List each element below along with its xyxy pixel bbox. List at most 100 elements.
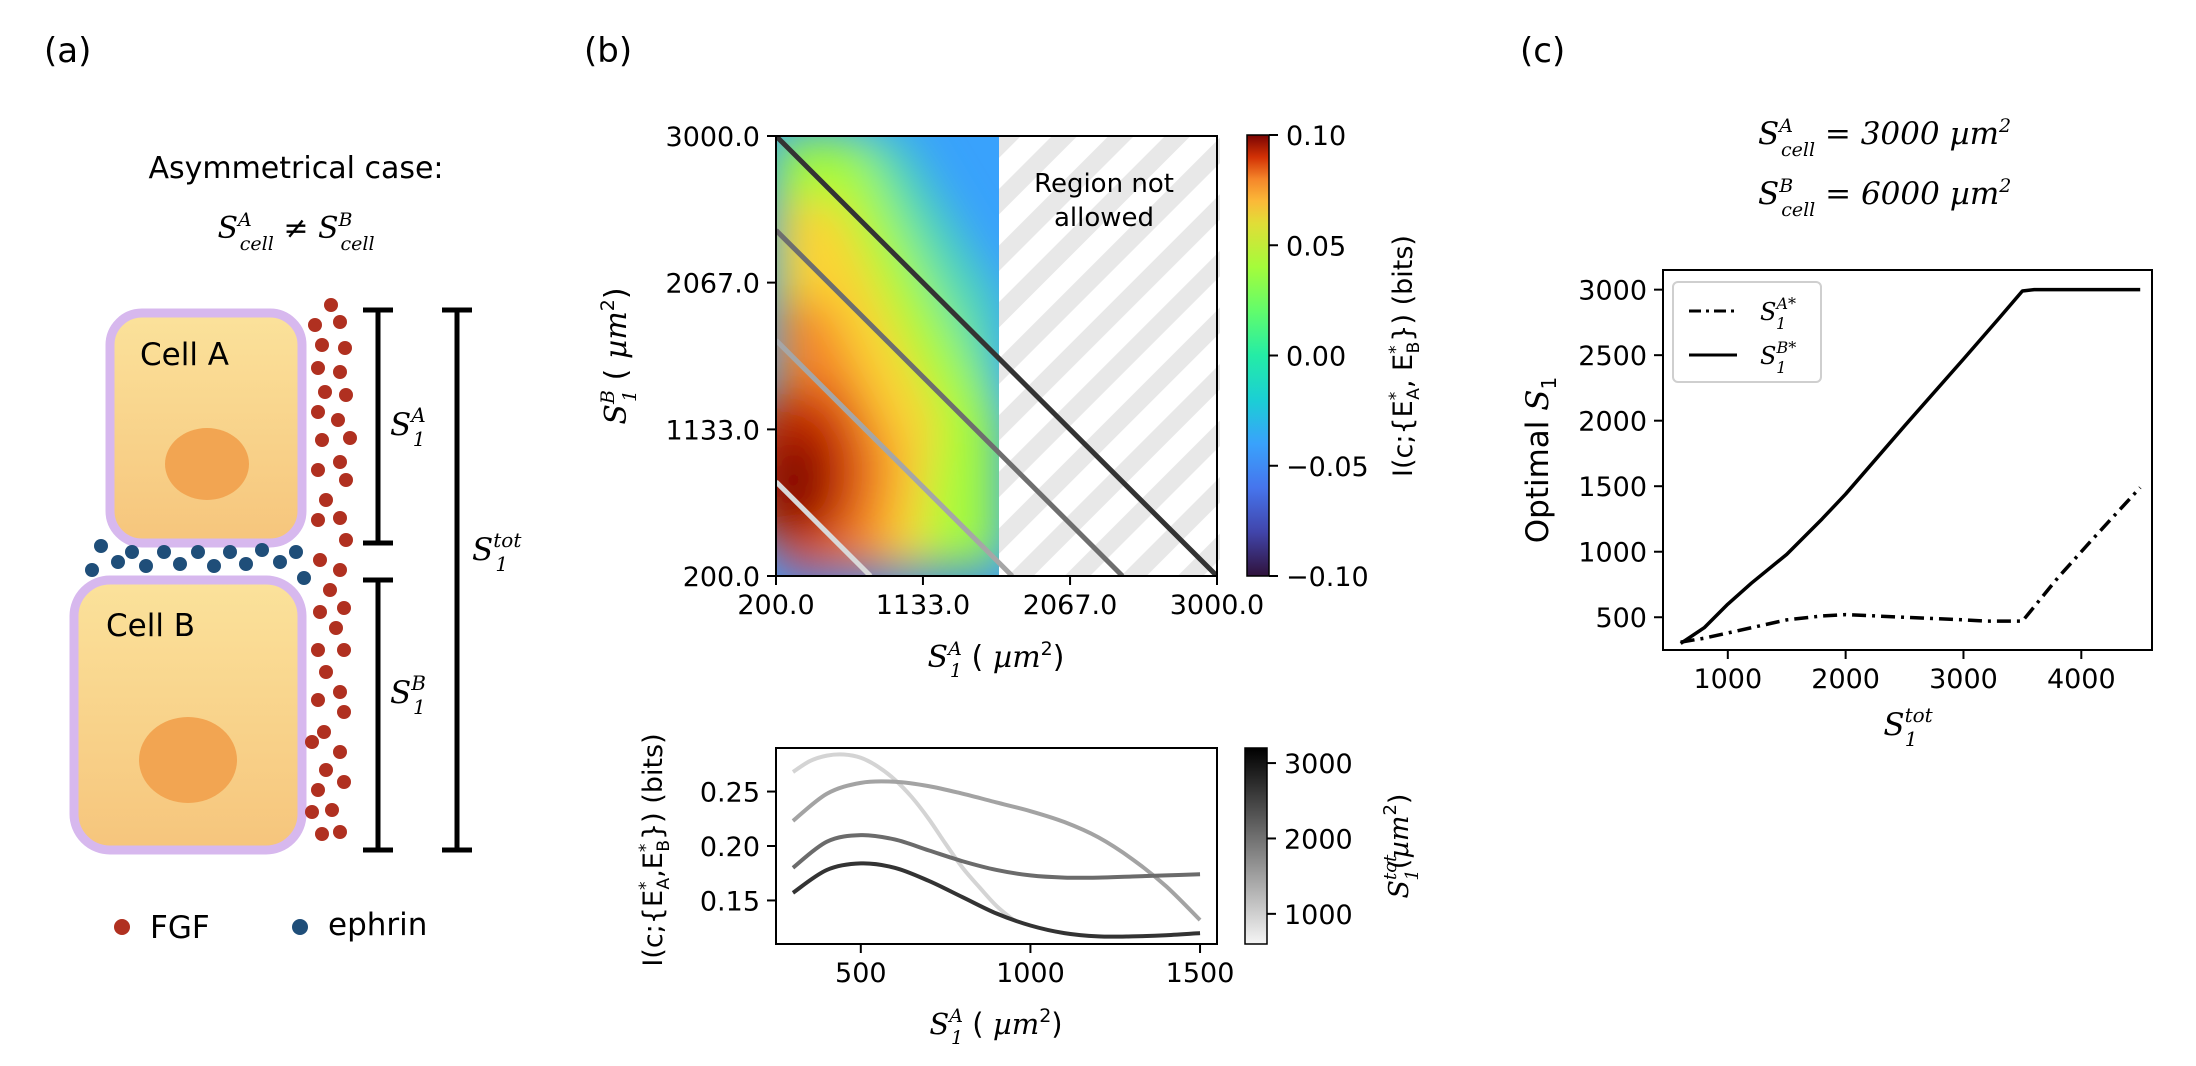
fgf-dot (323, 583, 337, 597)
ephrin-dot (223, 545, 237, 559)
heatmap-stot-lines (776, 136, 1217, 576)
heatmap: Region not allowed 200.0 1133.0 2067.0 3000… (597, 122, 1264, 682)
optimal-ylabel: Optimal S1 (1520, 377, 1561, 544)
fgf-dot (308, 318, 322, 332)
optimal-s1-plot: 1000 2000 3000 400050010001500200025003000 … (1520, 269, 2153, 751)
fgf-dot (333, 825, 347, 839)
ephrin-dot (297, 571, 311, 585)
region-note-line1: Region not (1034, 169, 1174, 199)
fgf-dot (319, 763, 333, 777)
ephrin-dot (157, 545, 171, 559)
ephrin-legend-label: ephrin (328, 907, 427, 943)
y-tick-label: 1500 (1578, 472, 1647, 503)
fgf-dot (337, 601, 351, 615)
panel-b: (b) Region not allowed (584, 31, 1424, 1049)
x-tick-label: 1500 (1166, 958, 1235, 989)
colorbar-tick-label: −0.10 (1286, 562, 1369, 593)
stot-constraint-line (776, 228, 1125, 576)
dim-tot-label: Stot 1 (472, 528, 522, 576)
fgf-dot (325, 803, 339, 817)
y-tick-label: 2000 (1578, 407, 1647, 438)
ephrin-dot (239, 557, 253, 571)
stot-constraint-line (776, 136, 1217, 576)
stot-constraint-line (776, 338, 1015, 576)
optimal-legend: SA* 1 SB* 1 (1672, 281, 1822, 383)
y-tick-label: 500 (1595, 603, 1647, 634)
fgf-dot (329, 621, 343, 635)
heatmap-frame (775, 135, 1218, 577)
ephrin-dot (173, 557, 187, 571)
ephrin-dot (125, 545, 139, 559)
fgf-dot (311, 693, 325, 707)
heatmap-xlabel: SA 1 ( µm2) (928, 638, 1065, 682)
cell-b-nucleus (139, 717, 237, 803)
x-tick-label: 200.0 (737, 590, 814, 621)
x-tick-label: 3000.0 (1170, 590, 1264, 621)
panel-a-title: Asymmetrical case: (148, 151, 443, 186)
ephrin-dot (255, 543, 269, 557)
cell-a-label: Cell A (140, 337, 229, 373)
dim-a-label: SA 1 (390, 403, 426, 451)
optimal-xlabel: Stot 1 (1883, 703, 1933, 751)
heatmap-axes: 200.0 1133.0 2067.0 3000.0 200.0 1133.0 2067.0… (666, 122, 1265, 621)
dim-b-label: SB 1 (390, 671, 426, 719)
y-tick-label: 2067.0 (666, 269, 760, 300)
colorbar-label: I(c;{E*A, E*B}) (bits) (1386, 235, 1424, 477)
region-not-allowed (999, 136, 1220, 576)
cond-a: SA cell = 3000 µm2 (1758, 115, 2011, 161)
mi-series-line (791, 752, 1015, 922)
ephrin-dot (139, 559, 153, 573)
heatmap-ylabel: SB1 ( µm2) (597, 287, 641, 424)
fgf-legend-label: FGF (150, 910, 210, 946)
cell-a (105, 308, 307, 548)
panel-c: (c) SA cell = 3000 µm2 SB cell = 6000 µm2 … (1520, 31, 2153, 751)
fgf-dot (333, 745, 347, 759)
mi-series-line (791, 779, 1202, 922)
ephrin-dot (94, 539, 108, 553)
fgf-dot (313, 553, 327, 567)
fgf-dot (339, 473, 353, 487)
ephrin-dot (273, 555, 287, 569)
fgf-dot (311, 405, 325, 419)
ephrin-dot (191, 545, 205, 559)
panel-c-label: (c) (1520, 31, 1565, 71)
fgf-dot (333, 685, 347, 699)
mi-xlabel: SA 1 ( µm2) (929, 1005, 1062, 1049)
cell-a-nucleus (165, 428, 249, 500)
fgf-dot (333, 315, 347, 329)
x-tick-label: 1000 (996, 958, 1065, 989)
fgf-dot (324, 298, 338, 312)
dimension-bars (363, 307, 472, 853)
x-tick-label: 2000 (1811, 664, 1880, 695)
y-tick-label: 0.15 (700, 886, 760, 917)
x-tick-label: 1133.0 (876, 590, 970, 621)
stot-colorbar-label: Stot1(µm2) (1380, 794, 1423, 899)
colorbar-tick-label: 3000 (1284, 749, 1353, 780)
cell-b (69, 575, 307, 855)
y-tick-label: 3000.0 (666, 122, 760, 153)
fgf-dot (343, 431, 357, 445)
mi-plot-frame (775, 747, 1218, 945)
x-tick-label: 1000 (1693, 664, 1762, 695)
fgf-dot (339, 388, 353, 402)
panel-a: (a) Asymmetrical case: SA cell ≠ SB cell C… (44, 31, 522, 946)
fgf-dot (333, 365, 347, 379)
y-tick-label: 0.20 (700, 832, 760, 863)
fgf-dot (305, 735, 319, 749)
stot-colorbar: 3000 2000 1000 Stot1(µm2) (1244, 747, 1423, 945)
fgf-dot (313, 605, 327, 619)
y-tick-label: 3000 (1578, 276, 1647, 307)
fgf-dot (315, 338, 329, 352)
cell-b-label: Cell B (106, 608, 195, 644)
panel-b-label: (b) (584, 31, 632, 71)
heatmap-colorbar: 0.10 0.05 0.00 −0.05 −0.10 I(c;{E*A, E*B}) (… (1246, 121, 1424, 593)
fgf-dot (337, 775, 351, 789)
y-tick-label: 0.25 (700, 778, 760, 809)
fgf-dot (339, 533, 353, 547)
fgf-dot (331, 413, 345, 427)
colorbar-tick-label: −0.05 (1286, 452, 1369, 483)
y-tick-label: 1133.0 (666, 415, 760, 446)
fgf-dot (337, 643, 351, 657)
mi-line-plot: 500 1000 1500 0.15 0.20 0.25 SA 1 ( µm2) I(c;{… (636, 733, 1234, 1049)
